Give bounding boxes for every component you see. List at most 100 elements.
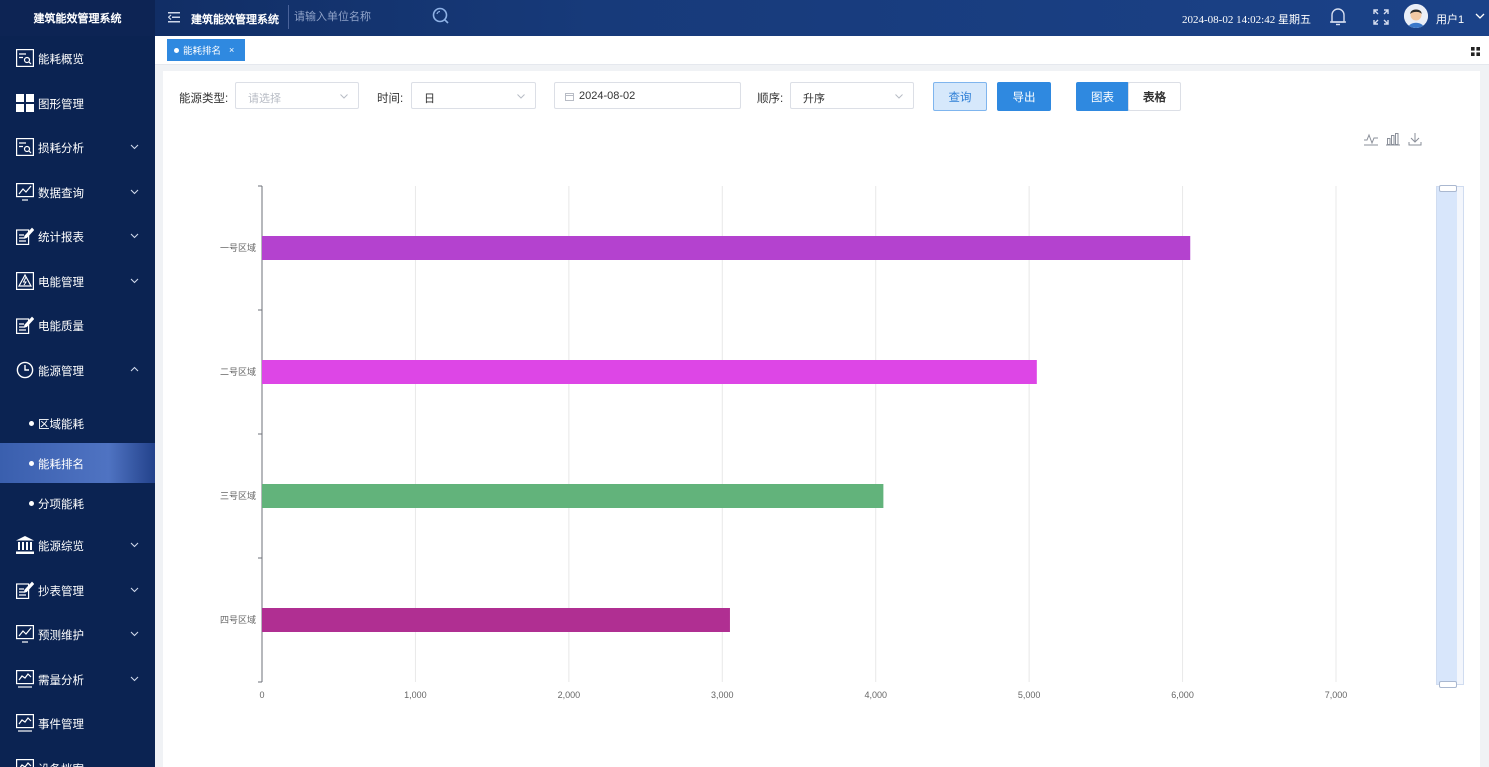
- sidebar-item-label: 需量分析: [38, 674, 84, 687]
- sidebar-item[interactable]: 抄表管理: [0, 568, 155, 613]
- bar: [262, 608, 730, 632]
- sidebar-item[interactable]: 能源综览: [0, 523, 155, 568]
- sidebar-subitem-label: 区域能耗: [38, 419, 84, 431]
- app-logo[interactable]: 建筑能效管理系统: [0, 0, 155, 36]
- sidebar-subitem-label: 能耗排名: [38, 459, 84, 471]
- sidebar-item-label: 数据查询: [38, 187, 84, 200]
- sidebar-item-label: 能源综览: [38, 541, 84, 553]
- bullet-icon: [29, 421, 34, 426]
- grid-icon: [16, 93, 34, 112]
- sidebar-item-label: 事件管理: [38, 719, 84, 731]
- sidebar-subitem[interactable]: 分项能耗: [0, 483, 155, 523]
- sidebar-item-label: 能耗概览: [38, 54, 84, 66]
- sidebar-subitem-label: 分项能耗: [38, 499, 84, 511]
- chevron-down-icon: [130, 187, 139, 196]
- chevron-down-icon: [517, 94, 525, 99]
- download-icon[interactable]: [1408, 132, 1422, 146]
- bank-icon: [16, 536, 34, 554]
- apps-grid-icon[interactable]: [1471, 45, 1480, 56]
- date-value: 2024-08-02: [579, 90, 636, 102]
- chevron-down-icon: [130, 629, 139, 638]
- sidebar-item[interactable]: 预测维护: [0, 612, 155, 657]
- energy-type-select[interactable]: 请选择: [235, 82, 359, 109]
- sidebar-item[interactable]: 设备档案: [0, 746, 155, 767]
- fullscreen-icon[interactable]: [1373, 9, 1389, 25]
- time-granularity-select[interactable]: 日: [411, 82, 536, 109]
- energy-type-placeholder: 请选择: [248, 93, 281, 105]
- search-icon[interactable]: [432, 7, 449, 24]
- bar: [262, 236, 1191, 260]
- divider: [288, 5, 289, 29]
- chevron-down-icon: [340, 94, 348, 99]
- sidebar-item[interactable]: 能源管理: [0, 348, 155, 393]
- sidebar-item[interactable]: 统计报表: [0, 214, 155, 259]
- x-tick-label: 3,000: [711, 690, 734, 700]
- x-tick-label: 7,000: [1325, 690, 1348, 700]
- sidebar-item[interactable]: 电能管理: [0, 259, 155, 304]
- monitor-chart-icon: [16, 625, 34, 643]
- zoom-slider-track[interactable]: [1436, 185, 1464, 688]
- sidebar: 能耗概览图形管理损耗分析数据查询统计报表电能管理电能质量能源管理区域能耗能耗排名…: [0, 36, 155, 767]
- sidebar-item[interactable]: 事件管理: [0, 701, 155, 746]
- x-tick-label: 0: [259, 690, 264, 700]
- bar: [262, 484, 884, 508]
- submenu-spacer: [0, 392, 155, 403]
- x-tick-label: 2,000: [558, 690, 581, 700]
- query-button[interactable]: 查询: [933, 82, 987, 111]
- sidebar-item[interactable]: 需量分析: [0, 657, 155, 702]
- sidebar-item-label: 统计报表: [38, 232, 84, 244]
- bar: [262, 360, 1037, 384]
- date-picker[interactable]: 2024-08-02: [554, 82, 741, 109]
- chevron-down-icon: [130, 540, 139, 549]
- monitor-line-icon: [16, 669, 34, 688]
- chevron-down-icon: [130, 231, 139, 240]
- search-list-icon: [16, 138, 34, 156]
- sidebar-item-label: 能源管理: [38, 365, 84, 378]
- tab-label: 能耗排名: [183, 46, 222, 57]
- line-chart-icon[interactable]: [1364, 132, 1378, 146]
- y-category-label: 三号区域: [220, 490, 256, 501]
- current-datetime: 2024-08-02 14:02:42 星期五: [1182, 14, 1311, 26]
- menu-toggle-icon[interactable]: [167, 9, 182, 25]
- sidebar-item-label: 损耗分析: [38, 143, 84, 155]
- table-view-button[interactable]: 表格: [1128, 82, 1181, 111]
- bar-chart-icon[interactable]: [1386, 132, 1400, 146]
- chevron-down-icon: [130, 585, 139, 594]
- sidebar-item[interactable]: 能耗概览: [0, 36, 155, 81]
- sidebar-item[interactable]: 数据查询: [0, 170, 155, 215]
- order-select[interactable]: 升序: [790, 82, 914, 109]
- close-icon[interactable]: ×: [229, 45, 235, 55]
- sidebar-subitem[interactable]: 区域能耗: [0, 403, 155, 443]
- y-category-label: 一号区域: [220, 242, 256, 253]
- chart-view-button[interactable]: 图表: [1076, 82, 1129, 111]
- export-button[interactable]: 导出: [997, 82, 1051, 111]
- chevron-up-icon: [130, 365, 139, 374]
- ranking-bar-chart: 0 1,000 2,000 3,000 4,000 5,000 6,000 7,000 一号区域…: [220, 185, 1348, 700]
- order-value: 升序: [803, 93, 825, 105]
- avatar[interactable]: [1404, 4, 1428, 28]
- sidebar-item[interactable]: 图形管理: [0, 81, 155, 126]
- zoom-handle-bottom[interactable]: [1439, 681, 1457, 688]
- tab-strip: 能耗排名 ×: [155, 36, 1489, 65]
- edit-doc-icon: [16, 227, 35, 245]
- zoom-slider-fill: [1437, 187, 1457, 684]
- sidebar-subitem[interactable]: 能耗排名: [0, 443, 155, 483]
- chevron-down-icon: [130, 276, 139, 285]
- unit-search-input[interactable]: [292, 6, 431, 28]
- bell-icon[interactable]: [1329, 7, 1347, 27]
- clock-icon: [16, 361, 34, 379]
- chevron-down-icon: [130, 674, 139, 683]
- sidebar-item-label: 电能质量: [38, 321, 84, 333]
- x-tick-label: 5,000: [1018, 690, 1041, 700]
- sidebar-item-label: 预测维护: [38, 630, 84, 642]
- x-tick-label: 6,000: [1171, 690, 1194, 700]
- sidebar-item-label: 图形管理: [38, 98, 84, 111]
- order-label: 顺序:: [757, 93, 784, 105]
- x-tick-label: 4,000: [864, 690, 887, 700]
- tab-energy-ranking[interactable]: 能耗排名 ×: [167, 39, 245, 61]
- sidebar-item[interactable]: 电能质量: [0, 303, 155, 348]
- sidebar-item[interactable]: 损耗分析: [0, 125, 155, 170]
- username[interactable]: 用户1: [1436, 14, 1465, 26]
- zoom-handle-top[interactable]: [1439, 185, 1457, 192]
- chevron-down-icon[interactable]: [1475, 10, 1485, 20]
